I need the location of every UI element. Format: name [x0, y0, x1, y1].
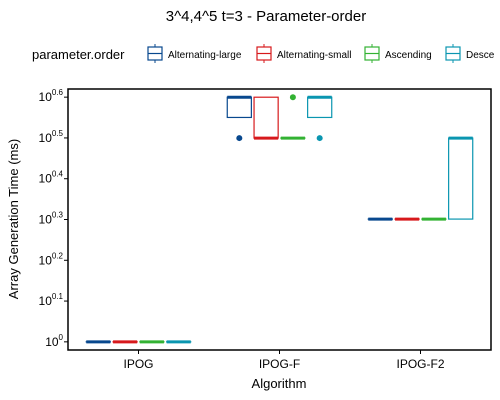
x-axis-ticks: IPOG IPOG-F IPOG-F2	[123, 350, 445, 371]
outlier-point	[289, 94, 296, 101]
box-iqr	[226, 96, 252, 119]
y-tick-label: 100.5	[39, 129, 64, 145]
box-ascending	[280, 94, 306, 140]
y-tick-label: 100.6	[39, 88, 64, 104]
y-tick-base: 10	[39, 90, 53, 104]
box-iqr	[448, 137, 474, 220]
x-tick-label: IPOG-F2	[396, 357, 444, 371]
y-tick-label: 100.3	[39, 211, 64, 227]
y-tick-exponent: 0.6	[52, 88, 64, 97]
chart-title: 3^4,4^5 t=3 - Parameter-order	[166, 8, 366, 25]
legend-item-ascending: Ascending	[364, 44, 432, 63]
y-tick-label: 100.2	[39, 251, 64, 267]
legend-label: Alternating-large	[168, 50, 242, 61]
legend-item-alternating-small: Alternating-small	[256, 44, 351, 63]
x-tick-label: IPOG-F	[259, 357, 300, 371]
box-descending	[307, 95, 333, 142]
y-tick-base: 10	[39, 172, 53, 186]
box-alternating-large	[226, 95, 252, 142]
box-alternating-small	[253, 96, 279, 140]
legend-title: parameter.order	[32, 47, 125, 62]
y-tick-label: 100	[45, 333, 63, 349]
y-tick-base: 10	[39, 294, 53, 308]
outlier-point	[316, 135, 323, 142]
y-tick-label: 100.1	[39, 292, 64, 308]
y-tick-base: 10	[45, 335, 59, 349]
y-tick-base: 10	[39, 253, 53, 267]
x-axis-title: Algorithm	[252, 376, 307, 391]
y-tick-base: 10	[39, 213, 53, 227]
boxplot-series	[85, 94, 474, 344]
box-iqr	[253, 96, 279, 139]
y-tick-exponent: 0	[59, 333, 64, 342]
legend-label: Desce	[466, 50, 495, 61]
y-tick-exponent: 0.3	[52, 211, 64, 220]
y-tick-exponent: 0.5	[52, 129, 64, 138]
box-iqr	[307, 96, 333, 119]
y-tick-exponent: 0.2	[52, 251, 64, 260]
legend-item-alternating-large: Alternating-large	[147, 44, 242, 63]
outlier-point	[236, 135, 243, 142]
x-tick-label: IPOG	[123, 357, 153, 371]
plot-panel-border	[67, 88, 492, 351]
y-tick-label: 100.4	[39, 170, 64, 186]
legend-item-descending: Desce	[445, 44, 495, 63]
y-tick-base: 10	[39, 131, 53, 145]
legend-label: Alternating-small	[277, 50, 351, 61]
box-descending	[448, 136, 474, 220]
y-tick-exponent: 0.1	[52, 292, 64, 301]
y-tick-exponent: 0.4	[52, 170, 64, 179]
legend-label: Ascending	[385, 50, 432, 61]
y-axis-title: Array Generation Time (ms)	[6, 139, 21, 299]
legend: Alternating-large Alternating-small Ascend…	[147, 44, 495, 63]
